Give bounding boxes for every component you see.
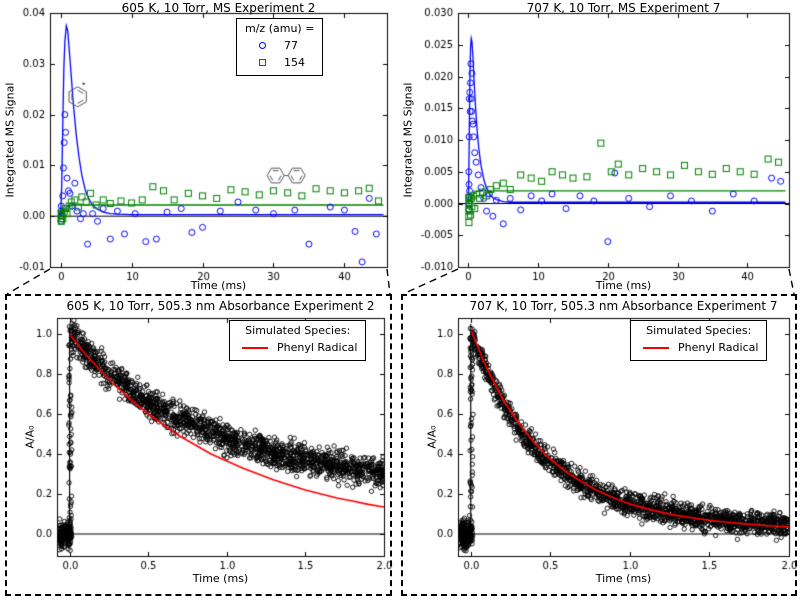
y-axis-label-abs-707: A/A₀ (425, 425, 439, 449)
plot-ms-605 (0, 0, 400, 292)
y-axis-label-ms-605: Integrated MS Signal (3, 82, 17, 198)
legend-title: Simulated Species: (245, 324, 351, 337)
legend-entry-phenyl: Phenyl Radical (639, 339, 758, 356)
x-axis-label-ms-605: Time (ms) (190, 279, 247, 292)
legend-title: m/z (amu) = (245, 22, 315, 35)
plot-ms-707 (400, 0, 800, 292)
chart-title-ms-605: 605 K, 10 Torr, MS Experiment 2 (121, 1, 316, 15)
line-marker-icon (643, 346, 669, 349)
chart-title-ms-707: 707 K, 10 Torr, MS Experiment 7 (526, 1, 721, 15)
legend-entry-mz154: 154 (245, 54, 314, 71)
legend-ms-605: m/z (amu) = 77 154 (236, 18, 324, 76)
circle-marker-icon (258, 42, 266, 49)
legend-title: Simulated Species: (646, 324, 752, 337)
y-axis-label-ms-707: Integrated MS Signal (401, 82, 415, 198)
legend-entry-label: Phenyl Radical (678, 341, 759, 354)
legend-entry-label: 77 (284, 39, 298, 52)
legend-abs-707: Simulated Species: Phenyl Radical (630, 320, 768, 361)
legend-entry-mz77: 77 (245, 37, 314, 54)
square-marker-icon (258, 59, 266, 66)
chart-title-abs-605: 605 K, 10 Torr, 505.3 nm Absorbance Expe… (66, 299, 375, 313)
legend-entry-label: Phenyl Radical (277, 341, 358, 354)
legend-entry-label: 154 (284, 56, 305, 69)
legend-abs-605: Simulated Species: Phenyl Radical (229, 320, 367, 361)
x-axis-label-ms-707: Time (ms) (595, 279, 652, 292)
line-marker-icon (242, 346, 268, 349)
x-axis-label-abs-707: Time (ms) (595, 572, 652, 585)
x-axis-label-abs-605: Time (ms) (192, 572, 249, 585)
y-axis-label-abs-605: A/A₀ (23, 425, 37, 449)
legend-entry-phenyl: Phenyl Radical (238, 339, 357, 356)
chart-title-abs-707: 707 K, 10 Torr, 505.3 nm Absorbance Expe… (469, 299, 778, 313)
